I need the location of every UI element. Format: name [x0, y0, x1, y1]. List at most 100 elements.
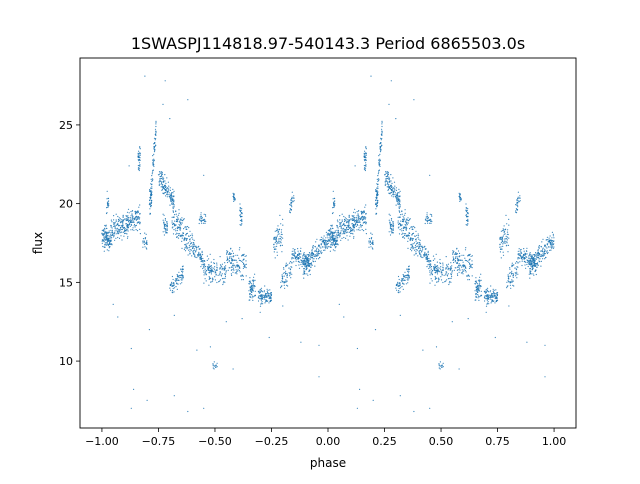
- data-point: [181, 279, 183, 281]
- data-point: [508, 218, 510, 220]
- data-point: [294, 255, 296, 257]
- data-point: [364, 159, 366, 161]
- data-point: [177, 218, 179, 220]
- data-point: [335, 240, 337, 242]
- data-point: [398, 210, 400, 212]
- data-point: [208, 276, 210, 278]
- data-point: [118, 229, 120, 231]
- data-point: [224, 274, 226, 276]
- data-point: [495, 300, 497, 302]
- data-point: [502, 235, 504, 237]
- data-point: [277, 225, 279, 227]
- data-point: [125, 215, 127, 217]
- data-point: [343, 316, 345, 318]
- data-point: [426, 266, 428, 268]
- data-point: [453, 261, 455, 264]
- data-point: [429, 274, 431, 276]
- data-point: [413, 247, 415, 249]
- data-point: [302, 255, 304, 257]
- data-point: [332, 198, 334, 200]
- data-point: [275, 236, 277, 238]
- data-point: [289, 275, 291, 277]
- data-point: [160, 186, 162, 188]
- data-point: [134, 226, 136, 228]
- data-point: [375, 213, 377, 215]
- data-point: [155, 144, 157, 146]
- data-point: [462, 270, 464, 272]
- data-point: [135, 224, 137, 226]
- data-point: [188, 247, 190, 249]
- data-point: [471, 275, 473, 277]
- data-point: [368, 240, 370, 242]
- data-point: [310, 263, 312, 265]
- data-point: [172, 287, 174, 290]
- data-point: [397, 216, 399, 218]
- data-point: [226, 261, 229, 264]
- data-point: [442, 269, 444, 271]
- data-point: [469, 265, 471, 267]
- data-point: [274, 246, 276, 248]
- data-point: [454, 261, 456, 263]
- data-point: [182, 270, 184, 272]
- data-point: [325, 247, 327, 249]
- data-point: [405, 274, 407, 277]
- data-point: [438, 280, 440, 282]
- data-point: [479, 295, 482, 297]
- data-point: [200, 259, 202, 261]
- data-point: [326, 244, 328, 246]
- data-point: [135, 229, 137, 231]
- x-axis-label: phase: [310, 456, 346, 470]
- data-point: [125, 218, 127, 220]
- data-point: [352, 233, 354, 235]
- data-point: [146, 241, 148, 243]
- data-point: [244, 263, 246, 266]
- data-point: [465, 210, 467, 212]
- data-point: [252, 290, 254, 292]
- data-point: [278, 240, 280, 242]
- data-point: [519, 197, 521, 199]
- data-point: [291, 262, 293, 264]
- data-point: [173, 201, 175, 203]
- data-point: [332, 236, 334, 239]
- data-point: [377, 194, 379, 197]
- data-point: [230, 262, 232, 264]
- data-point: [393, 187, 395, 189]
- data-point: [386, 186, 388, 188]
- data-point: [104, 242, 106, 244]
- data-point: [495, 289, 497, 291]
- data-point: [407, 272, 410, 274]
- data-point: [547, 252, 549, 254]
- data-point: [212, 278, 214, 280]
- data-point: [309, 253, 311, 255]
- data-point: [429, 264, 431, 266]
- data-point: [441, 366, 443, 368]
- data-point: [390, 174, 392, 176]
- data-point: [138, 162, 141, 164]
- data-point: [137, 211, 139, 213]
- data-point: [273, 248, 275, 250]
- data-point: [441, 364, 443, 366]
- data-point: [117, 231, 119, 233]
- data-point: [138, 169, 140, 172]
- data-point: [332, 190, 334, 192]
- data-point: [149, 202, 151, 204]
- data-point: [375, 190, 377, 192]
- data-point: [109, 245, 111, 248]
- data-point: [402, 288, 404, 290]
- data-point: [458, 252, 461, 254]
- data-point: [392, 193, 394, 195]
- data-point: [123, 231, 125, 233]
- data-point: [506, 223, 508, 225]
- data-point: [197, 255, 199, 257]
- data-point: [419, 252, 421, 254]
- data-point: [182, 265, 184, 267]
- data-point: [535, 252, 537, 254]
- data-point: [364, 164, 366, 166]
- data-point: [259, 305, 262, 307]
- data-point: [390, 218, 393, 220]
- data-point: [365, 147, 367, 149]
- data-point: [114, 227, 116, 229]
- data-point: [397, 275, 400, 278]
- data-point: [212, 270, 214, 272]
- data-point: [502, 230, 504, 232]
